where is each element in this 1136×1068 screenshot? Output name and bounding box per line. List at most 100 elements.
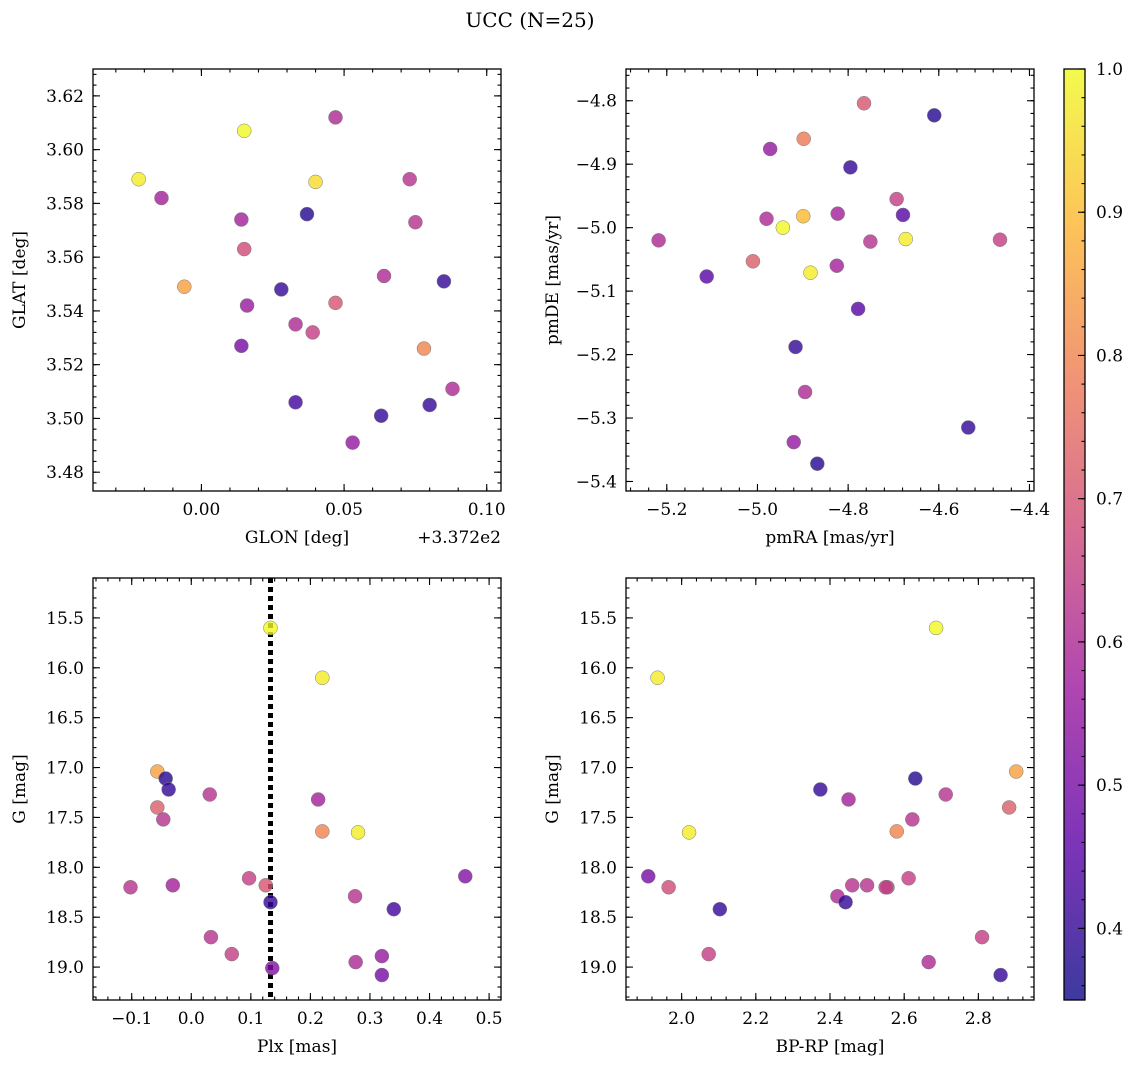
data-point	[938, 787, 953, 802]
x-tick-label: 2.6	[891, 1009, 918, 1029]
y-tick-label: 17.5	[579, 808, 617, 828]
axes-frame	[92, 68, 502, 492]
data-point	[308, 174, 323, 190]
y-tick-label: −5.3	[576, 409, 617, 429]
y-tick-label: 16.0	[579, 659, 617, 679]
data-point	[154, 190, 169, 206]
panel-3: −0.1 0.0 0.1 0.2 0.3 0.4 0.5 15.5 16.0 16.5 17.0 17…	[10, 577, 503, 1057]
data-point	[203, 929, 219, 945]
data-point	[775, 220, 791, 235]
data-point	[1008, 764, 1024, 779]
data-point	[905, 812, 920, 827]
data-point	[829, 258, 845, 273]
y-axis-label: GLAT [deg]	[10, 231, 30, 329]
data-point	[156, 812, 171, 827]
y-tick-label: −5.2	[576, 346, 617, 366]
axes-frame	[625, 68, 1035, 492]
data-point	[239, 298, 255, 313]
data-point	[236, 241, 252, 257]
data-point	[374, 967, 390, 983]
data-point	[345, 435, 360, 450]
panel-2: −5.2 −5.0 −4.8 −4.6 −4.4 −5.4 −5.3 −5.2 −5.1 −5.0…	[543, 68, 1050, 548]
colorbar: 0.4 0.5 0.6 0.7 0.8 0.9 1.0	[1063, 60, 1123, 1001]
data-point	[797, 384, 813, 400]
data-point	[350, 825, 366, 840]
y-tick-label: 17.5	[46, 808, 84, 828]
x-tick-label: 2.4	[816, 1009, 843, 1029]
data-point	[241, 871, 257, 886]
data-point	[165, 878, 181, 893]
data-point	[889, 824, 905, 839]
y-tick-label: 18.5	[579, 908, 617, 928]
data-point	[878, 880, 893, 895]
y-tick-label: 3.56	[46, 248, 84, 268]
data-point	[856, 96, 872, 111]
data-point	[921, 954, 936, 970]
data-point	[661, 880, 676, 895]
data-point	[347, 888, 363, 904]
y-tick-label: 17.0	[579, 759, 617, 779]
x-tick-label: 0.3	[356, 1009, 383, 1029]
data-point	[845, 878, 860, 893]
data-point	[161, 782, 176, 797]
data-point	[961, 420, 976, 435]
data-point	[177, 279, 192, 294]
y-tick-label: 17.0	[46, 759, 84, 779]
y-tick-label: 15.5	[579, 609, 617, 629]
y-tick-label: 3.62	[46, 87, 84, 107]
data-point	[328, 110, 343, 125]
x-tick-label: 2.8	[965, 1009, 992, 1029]
x-tick-label: 2.2	[742, 1009, 769, 1029]
x-tick-label: −5.2	[646, 500, 687, 520]
data-point	[788, 339, 803, 355]
data-point	[796, 208, 811, 224]
data-point	[859, 878, 875, 893]
data-point	[712, 901, 728, 917]
data-point	[974, 929, 990, 945]
data-point	[315, 670, 330, 686]
data-point	[299, 206, 315, 222]
x-tick-label: 0.00	[182, 500, 220, 520]
y-tick-label: 16.5	[46, 709, 84, 729]
data-point	[265, 960, 280, 976]
data-point	[374, 948, 390, 964]
panel-4: 2.0 2.2 2.4 2.6 2.8 15.5 16.0 16.5 17.0 17.5 18.0 1…	[543, 577, 1035, 1057]
y-tick-label: −4.8	[576, 92, 617, 112]
scatter-panels: 0.00 0.05 0.10 3.48 3.50 3.52 3.54 3.56 3.58 3.60…	[10, 68, 1050, 1057]
data-point	[803, 265, 818, 280]
data-point	[202, 787, 217, 802]
data-point	[898, 231, 913, 247]
colorbar-tick-label: 0.4	[1096, 919, 1123, 939]
colorbar-tick-label: 1.0	[1096, 60, 1123, 80]
x-offset-text: +3.372e2	[417, 528, 501, 548]
x-tick-label: 0.5	[476, 1009, 503, 1029]
data-point	[841, 792, 856, 807]
y-tick-label: 3.58	[46, 194, 84, 214]
colorbar-tick-label: 0.6	[1096, 633, 1123, 653]
y-tick-label: 3.50	[46, 409, 84, 429]
data-point	[889, 191, 904, 207]
data-point	[813, 782, 828, 797]
data-point	[745, 254, 761, 269]
x-tick-label: −5.0	[737, 500, 778, 520]
data-point	[843, 160, 858, 175]
data-point	[373, 408, 389, 423]
data-point	[786, 434, 801, 450]
colorbar-tick-label: 0.8	[1096, 346, 1123, 366]
x-tick-label: −0.1	[111, 1009, 152, 1029]
x-tick-label: −4.4	[1009, 500, 1050, 520]
data-point	[908, 771, 923, 786]
x-tick-label: 0.05	[325, 500, 363, 520]
data-point	[992, 232, 1008, 247]
colorbar-tick-label: 0.5	[1096, 776, 1123, 796]
data-point	[681, 825, 697, 840]
data-point	[328, 295, 343, 311]
y-axis-label: G [mag]	[10, 754, 30, 823]
data-point	[651, 233, 666, 248]
data-point	[224, 946, 240, 962]
data-point	[258, 878, 273, 893]
data-point	[810, 456, 825, 471]
x-axis-label: GLON [deg]	[245, 528, 349, 548]
x-tick-label: −4.6	[918, 500, 959, 520]
